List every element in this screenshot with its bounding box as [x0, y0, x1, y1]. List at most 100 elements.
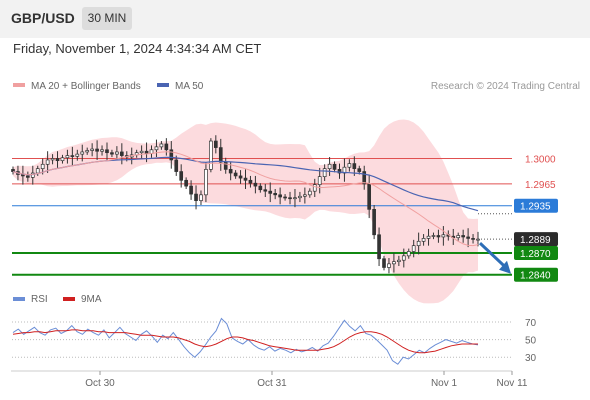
candle-body: [75, 153, 80, 157]
candle-body: [436, 235, 441, 238]
candle-body: [238, 175, 243, 179]
level-1-2935-label: 1.2935: [520, 202, 551, 213]
candle-body: [401, 255, 406, 261]
level-1-2840-label: 1.2840: [520, 271, 551, 282]
candle-body: [209, 140, 213, 170]
candle-body: [322, 168, 327, 178]
candle-body: [45, 159, 50, 165]
candle-body: [26, 175, 30, 178]
candle-body: [248, 179, 253, 184]
candle-body: [233, 172, 238, 177]
candle-body: [70, 155, 75, 157]
legend-label-ma20: MA 20 + Bollinger Bands: [31, 81, 141, 92]
candle-body: [169, 149, 174, 161]
candle-body: [60, 157, 65, 162]
candle-body: [283, 196, 287, 199]
candle-body: [421, 238, 426, 242]
symbol-title: GBP/USD: [11, 10, 75, 26]
candles-layer: [11, 135, 480, 274]
level-1-2965-label: 1.2965: [525, 180, 556, 191]
level-1-2870-label: 1.2870: [520, 249, 551, 260]
candle-body: [392, 261, 396, 265]
legend-swatch-ma50: [157, 83, 169, 87]
candle-body: [184, 179, 188, 187]
x-tick-label: Nov 11: [497, 378, 528, 389]
candle-body: [159, 143, 164, 148]
candle-body: [105, 149, 109, 154]
level-1-2889-tag: [514, 232, 558, 247]
rsi-ma-line: [12, 329, 478, 354]
candle-body: [55, 158, 60, 162]
x-tick-label: Oct 30: [85, 378, 115, 389]
ma20-line: [12, 151, 479, 247]
candle-body: [110, 152, 114, 155]
rsi-tick-70: 70: [525, 318, 537, 329]
candle-body: [139, 150, 144, 154]
x-axis-ticks: Oct 30 Oct 31 Nov 1 Nov 11: [85, 371, 528, 389]
candle-body: [199, 194, 203, 201]
timeframe-badge[interactable]: 30 MIN: [82, 7, 132, 30]
candle-body: [35, 168, 40, 174]
candle-body: [372, 208, 376, 236]
candle-body: [268, 190, 273, 194]
candle-body: [218, 147, 223, 163]
x-tick-label: Nov 1: [431, 378, 458, 389]
rsi-panel: 70 50 30: [12, 317, 537, 365]
candle-body: [317, 176, 322, 185]
candle-body: [416, 240, 421, 247]
level-1-2889-label: 1.2889: [520, 235, 551, 246]
candle-body: [397, 259, 401, 263]
legend-label-ma50: MA 50: [175, 81, 204, 92]
candle-body: [337, 169, 342, 174]
candle-body: [258, 185, 263, 191]
candle-body: [347, 163, 352, 168]
candle-body: [307, 190, 312, 196]
candle-body: [471, 238, 475, 240]
candle-body: [273, 193, 278, 196]
candle-body: [476, 238, 480, 241]
candle-body: [174, 159, 179, 172]
projection-arrow-head: [499, 260, 511, 274]
level-1-2870-tag: [514, 245, 558, 260]
candle-body: [50, 158, 55, 161]
level-1-3000-label: 1.3000: [525, 154, 556, 165]
level-1-2840-tag: [514, 267, 558, 282]
candle-body: [80, 151, 85, 155]
candle-body: [362, 171, 367, 185]
candle-body: [65, 155, 70, 159]
candle-body: [11, 169, 15, 172]
price-levels-layer: 1.3000 1.2965 1.2935 1.2889 1.2870 1.2840: [12, 154, 558, 282]
candle-body: [119, 151, 124, 156]
candle-body: [189, 185, 193, 195]
candle-body: [243, 177, 248, 181]
candle-body: [179, 171, 184, 181]
candle-body: [367, 183, 372, 210]
candle-body: [253, 182, 258, 187]
legend-swatch-rsi-ma: [63, 297, 75, 301]
candle-body: [288, 197, 292, 200]
level-1-2935-tag: [514, 198, 558, 213]
candle-body: [278, 194, 282, 198]
legend-swatch-rsi: [13, 297, 25, 301]
candle-body: [431, 235, 436, 237]
candle-body: [228, 169, 233, 174]
legend-label-rsi: RSI: [31, 294, 48, 305]
candle-body: [40, 163, 45, 170]
candle-body: [441, 234, 446, 238]
candle-body: [466, 236, 470, 239]
candle-body: [456, 235, 461, 239]
projection-arrow-layer: [478, 242, 511, 274]
candle-body: [382, 258, 386, 268]
candle-body: [223, 161, 228, 170]
candle-body: [411, 245, 416, 252]
candle-body: [312, 184, 317, 192]
candle-body: [100, 149, 104, 152]
candle-body: [204, 169, 208, 196]
candle-body: [115, 151, 119, 155]
candle-body: [90, 148, 94, 151]
chart-credit: Research © 2024 Trading Central: [431, 81, 580, 92]
chart-datetime: Friday, November 1, 2024 4:34:34 AM CET: [13, 41, 262, 56]
candle-body: [426, 235, 431, 239]
